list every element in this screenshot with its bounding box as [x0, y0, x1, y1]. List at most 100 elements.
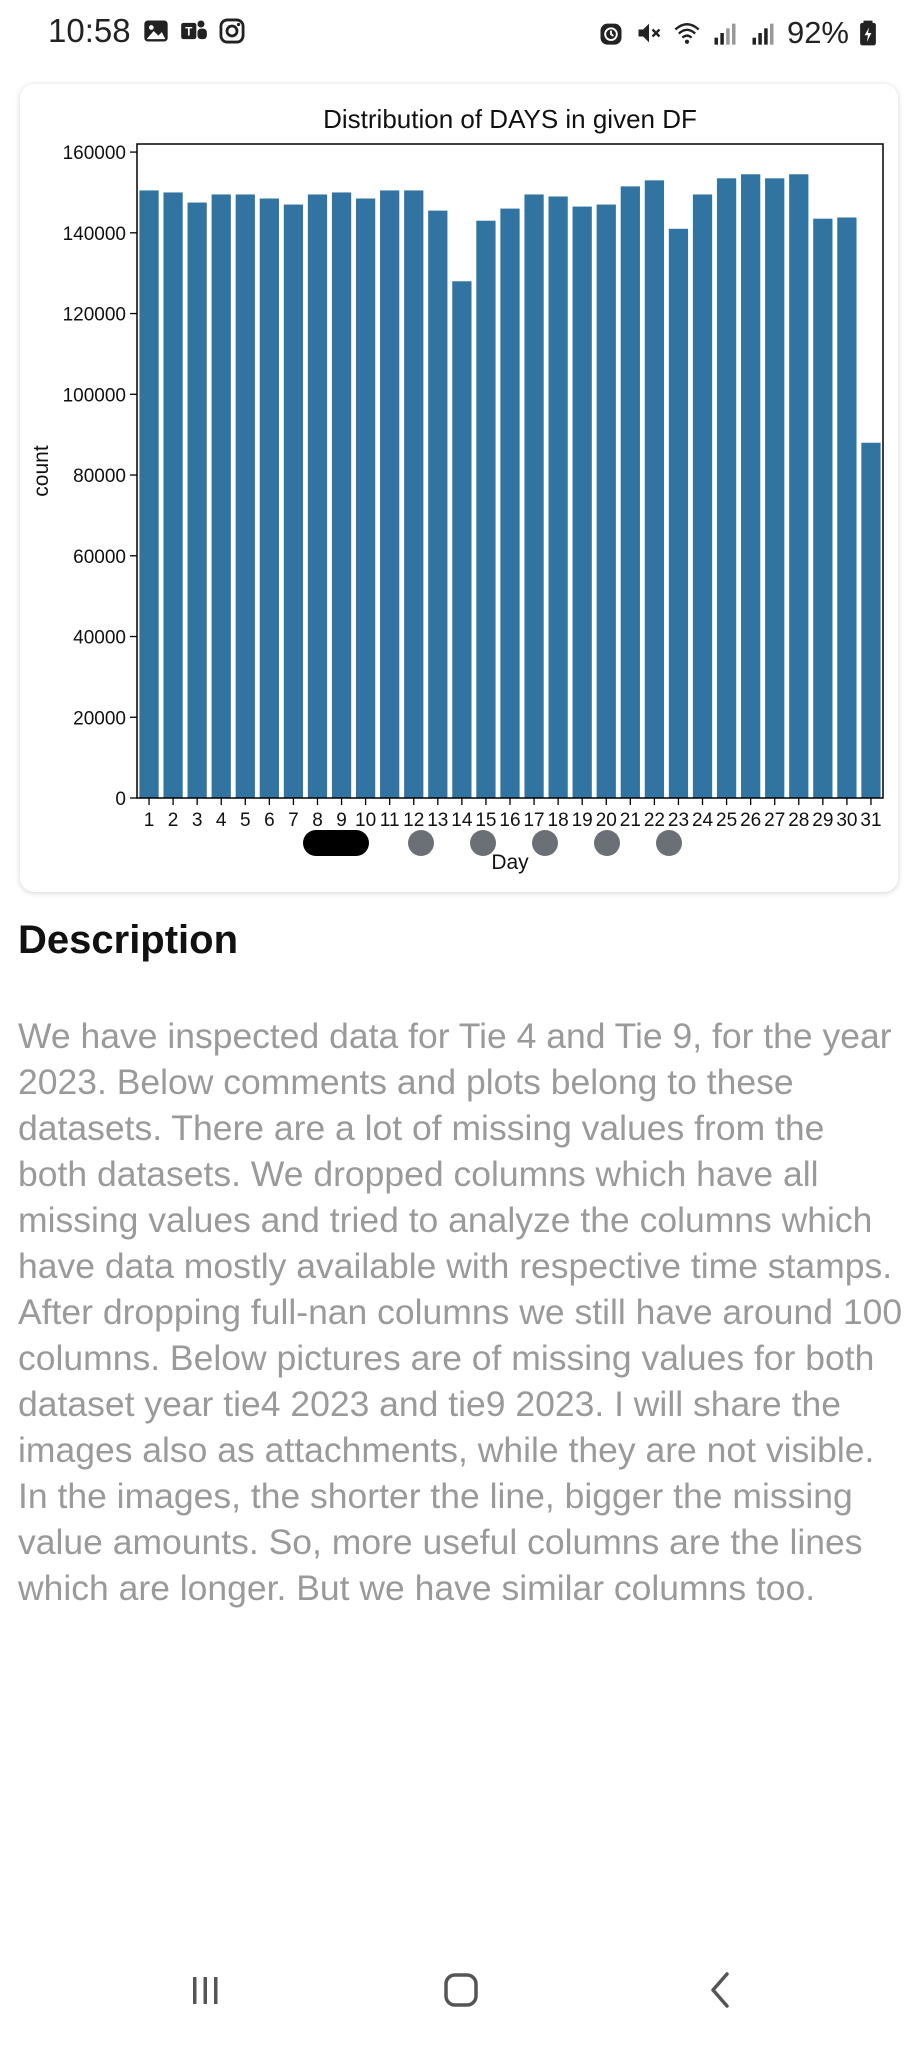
x-tick-label: 11: [380, 810, 400, 831]
mute-icon: [638, 23, 661, 43]
x-tick-label: 8: [312, 810, 323, 831]
navigation-bar: [0, 1955, 921, 2025]
x-tick-label: 9: [336, 810, 347, 831]
chart-bar: [331, 192, 352, 798]
y-tick-label: 140000: [63, 224, 126, 245]
x-tick-label: 6: [264, 810, 275, 831]
carousel-dot[interactable]: [532, 830, 558, 856]
chart-bar: [163, 192, 183, 798]
chart-bar: [861, 442, 881, 798]
chart-bar: [428, 210, 448, 799]
chart-bar: [741, 174, 761, 798]
chart-title: Distribution of DAYS in given DF: [323, 104, 697, 134]
chart-bar: [307, 194, 328, 798]
notification-icons: T: [142, 17, 246, 45]
back-icon: [711, 1972, 729, 2008]
battery-icon: [860, 20, 876, 46]
chart-bar: [211, 194, 231, 798]
chart-bar: [139, 190, 159, 799]
x-tick-label: 19: [572, 810, 593, 831]
y-tick-label: 20000: [73, 708, 126, 729]
x-tick-label: 27: [764, 810, 785, 831]
description-heading: Description: [18, 918, 239, 962]
carousel-dot[interactable]: [470, 830, 496, 856]
x-tick-label: 15: [475, 810, 496, 831]
carousel-dot[interactable]: [408, 830, 434, 856]
chart-bar: [404, 190, 424, 799]
x-tick-label: 18: [548, 810, 569, 831]
battery-level: 92%: [786, 15, 849, 50]
chart-bar: [476, 220, 496, 798]
chart-bar: [548, 196, 568, 799]
chart-bar: [524, 194, 544, 798]
y-tick-label: 40000: [73, 628, 126, 649]
home-button[interactable]: [426, 1955, 496, 2025]
chart-bar: [813, 218, 833, 798]
chart-bar: [668, 228, 689, 798]
chart-bar: [837, 217, 857, 799]
carousel-dot-active[interactable]: [303, 830, 369, 856]
x-tick-label: 24: [692, 810, 714, 831]
chart-bar: [789, 174, 809, 798]
description-text: We have inspected data for Tie 4 and Tie…: [18, 1016, 903, 1608]
y-tick-label: 0: [115, 789, 126, 810]
chart-bar: [620, 186, 640, 798]
x-tick-label: 23: [668, 810, 689, 831]
recent-apps-button[interactable]: [170, 1955, 240, 2025]
x-tick-label: 17: [523, 810, 544, 831]
x-tick-label: 26: [740, 810, 761, 831]
x-tick-label: 30: [836, 810, 857, 831]
x-tick-label: 13: [427, 810, 448, 831]
chart-bar: [596, 204, 616, 799]
chart-bar: [452, 281, 472, 798]
x-tick-label: 12: [403, 810, 424, 831]
carousel-dot[interactable]: [594, 830, 620, 856]
chart-bar: [235, 194, 255, 798]
x-tick-label: 5: [240, 810, 251, 831]
x-tick-label: 31: [860, 810, 881, 831]
x-tick-label: 10: [355, 810, 376, 831]
wifi-icon: [674, 23, 700, 44]
chart-card[interactable]: Distribution of DAYS in given DF 0 20000 40…: [20, 84, 898, 892]
home-icon: [444, 1973, 478, 2007]
x-tick-label: 16: [499, 810, 520, 831]
bar-chart: Distribution of DAYS in given DF 0 20000 40…: [30, 104, 884, 874]
x-tick-label: 1: [144, 810, 155, 831]
x-tick-label: 25: [716, 810, 737, 831]
x-tick-label: 14: [451, 810, 473, 831]
carousel-indicator: [0, 830, 921, 866]
gallery-icon: [144, 20, 168, 42]
y-tick-label: 120000: [63, 305, 126, 326]
chart-bar: [187, 202, 207, 798]
recent-apps-icon: [193, 1977, 218, 2004]
x-tick-label: 4: [216, 810, 227, 831]
chart-bar: [572, 206, 592, 798]
x-tick-label: 7: [288, 810, 299, 831]
alarm-icon: [600, 23, 622, 45]
y-axis-label: count: [30, 445, 53, 497]
y-tick-label: 160000: [63, 143, 126, 164]
status-bar: 10:58 T: [0, 0, 921, 66]
chart-bar: [283, 204, 304, 799]
teams-icon: T: [181, 20, 207, 40]
x-tick-label: 3: [192, 810, 203, 831]
y-tick-label: 100000: [63, 385, 126, 406]
chart-bar: [500, 208, 520, 798]
x-tick-label: 2: [168, 810, 179, 831]
chart-bar: [380, 190, 400, 799]
chart-bar: [355, 198, 376, 798]
y-tick-label: 80000: [73, 466, 126, 487]
x-tick-label: 20: [596, 810, 617, 831]
chart-bar: [259, 198, 279, 798]
chart-bar: [692, 194, 713, 798]
y-tick-label: 60000: [73, 547, 126, 568]
signal-icon: [714, 23, 736, 45]
x-tick-label: 22: [644, 810, 665, 831]
carousel-dot[interactable]: [656, 830, 682, 856]
back-button[interactable]: [686, 1955, 756, 2025]
x-tick-label: 28: [788, 810, 809, 831]
x-axis-label: Day: [491, 851, 529, 874]
chart-bar: [716, 178, 737, 798]
system-icons: 92%: [597, 15, 877, 51]
x-tick-label: 29: [812, 810, 833, 831]
